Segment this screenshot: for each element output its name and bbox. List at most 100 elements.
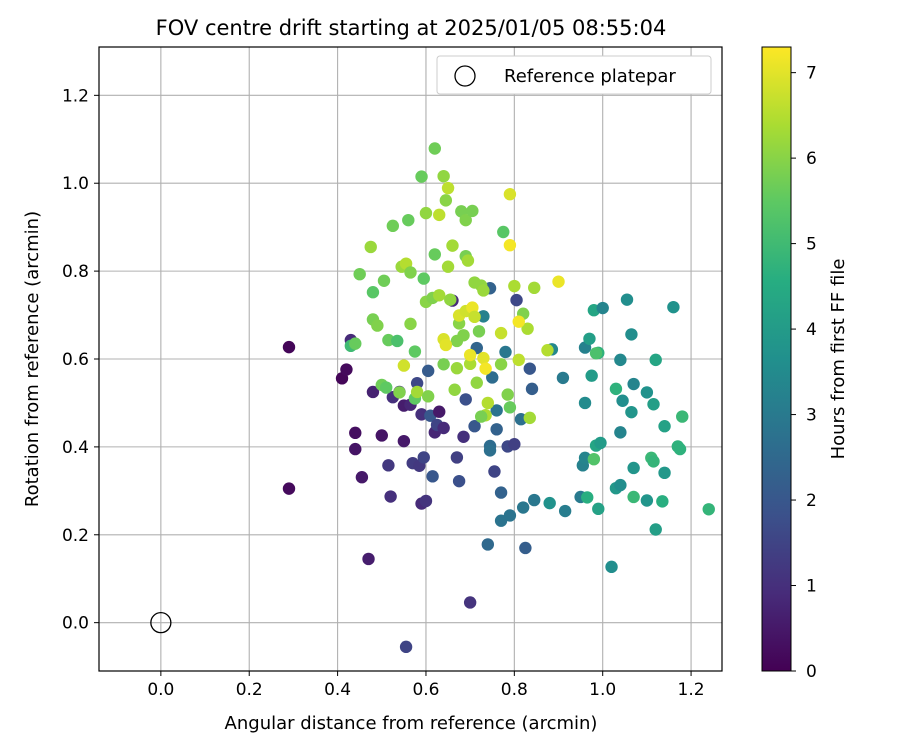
data-point: [428, 248, 442, 261]
data-point: [477, 310, 490, 323]
colorbar-tick-label: 1: [806, 577, 817, 597]
data-point: [408, 345, 422, 358]
x-tick-label: 0.6: [412, 680, 439, 700]
data-point: [439, 338, 453, 352]
data-point: [470, 376, 483, 389]
data-point: [461, 254, 475, 267]
y-axis-label: Rotation from reference (arcmin): [22, 211, 43, 507]
reference-platepar-marker: [150, 612, 172, 634]
data-point: [640, 494, 654, 507]
data-point: [578, 396, 592, 410]
data-point: [349, 442, 362, 456]
data-point: [702, 503, 715, 516]
data-point: [481, 538, 495, 551]
data-point: [362, 552, 375, 566]
x-axis-ticks: 0.0 0.2 0.4 0.6 0.8 1.0 1.2: [147, 671, 705, 700]
colorbar: 0 1 2 3 4 5 6 7 Hours from first FF file: [761, 46, 849, 682]
data-point: [404, 266, 417, 279]
data-point: [371, 319, 384, 332]
data-point: [355, 471, 369, 484]
data-point: [494, 358, 508, 371]
colorbar-tick-label: 2: [806, 491, 817, 511]
data-point: [474, 410, 488, 423]
data-point: [477, 284, 490, 297]
data-point: [525, 382, 539, 396]
data-point: [596, 301, 609, 315]
data-point: [605, 560, 618, 574]
data-point: [647, 455, 660, 468]
data-point: [587, 452, 601, 466]
data-point: [627, 377, 640, 391]
data-point: [592, 502, 605, 516]
data-point: [508, 279, 521, 293]
data-point: [552, 275, 565, 288]
colorbar-tick-label: 3: [806, 406, 817, 426]
data-point: [426, 470, 439, 483]
data-point: [647, 398, 660, 411]
data-point: [457, 329, 470, 342]
data-point: [490, 423, 503, 436]
data-point: [486, 371, 499, 384]
colorbar-gradient: [761, 46, 792, 672]
data-point: [519, 541, 532, 555]
data-point: [499, 345, 512, 359]
data-point: [581, 491, 594, 504]
data-point: [410, 376, 424, 390]
y-tick-label: 1.2: [62, 86, 89, 106]
data-point: [472, 325, 486, 338]
data-point: [494, 486, 508, 499]
data-point: [397, 359, 411, 372]
data-point: [439, 194, 453, 207]
data-point: [503, 188, 517, 201]
data-point: [583, 332, 596, 345]
data-point: [282, 340, 296, 354]
data-point: [508, 438, 521, 451]
chart-title: FOV centre drift starting at 2025/01/05 …: [156, 16, 667, 40]
data-point: [419, 206, 433, 220]
data-point: [528, 493, 541, 507]
colorbar-tick-label: 0: [806, 662, 817, 682]
data-point: [558, 504, 572, 518]
data-point: [463, 348, 477, 362]
data-point: [397, 434, 411, 448]
data-point: [620, 293, 634, 306]
colorbar-tick-label: 5: [806, 235, 817, 255]
data-point: [503, 238, 517, 252]
data-point: [627, 490, 640, 504]
data-point: [441, 260, 455, 273]
data-point: [417, 272, 430, 285]
data-point: [589, 347, 603, 360]
data-point: [658, 466, 671, 480]
data-point: [676, 410, 689, 423]
reference-marker-layer: [150, 612, 172, 634]
data-point: [614, 353, 627, 367]
data-point: [450, 362, 464, 375]
data-point: [433, 405, 446, 418]
data-point: [437, 169, 450, 183]
data-point: [282, 482, 296, 495]
x-tick-label: 0.4: [324, 680, 351, 700]
data-point: [649, 353, 662, 367]
data-point: [441, 181, 455, 195]
data-point: [349, 426, 362, 440]
colorbar-label: Hours from first FF file: [828, 259, 849, 460]
data-point: [627, 461, 640, 475]
data-point: [609, 382, 623, 396]
y-tick-label: 1.0: [62, 174, 89, 194]
data-point: [459, 393, 472, 406]
data-point: [640, 386, 654, 399]
data-point: [512, 353, 525, 367]
data-point: [340, 363, 353, 376]
data-point: [468, 420, 481, 433]
x-tick-label: 0.8: [501, 680, 528, 700]
data-point: [497, 225, 510, 239]
data-point: [452, 474, 466, 488]
data-point: [433, 289, 446, 302]
data-point: [415, 170, 428, 183]
data-point: [444, 293, 457, 306]
data-points: [282, 142, 715, 654]
data-point: [382, 459, 395, 472]
data-point: [463, 357, 477, 371]
data-point: [614, 478, 627, 492]
data-point: [541, 344, 554, 357]
